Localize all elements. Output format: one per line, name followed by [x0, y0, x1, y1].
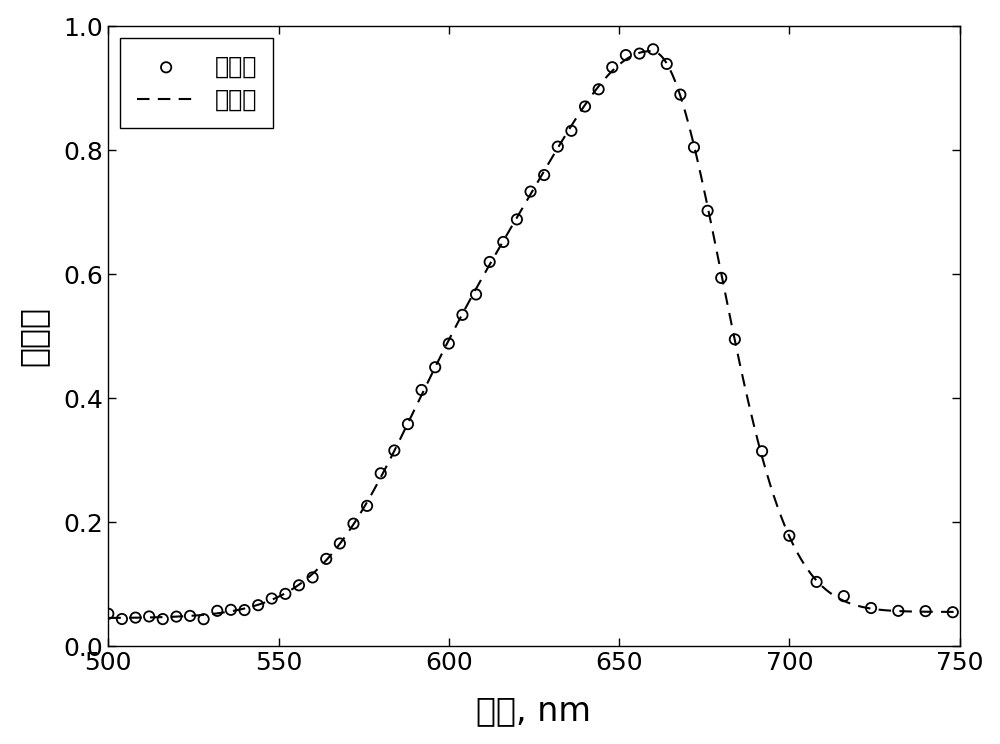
- 实测值: [645, 43, 661, 55]
- 实测值: [196, 613, 212, 625]
- 预测值: [644, 47, 656, 56]
- 预测值: [102, 614, 114, 623]
- 实测值: [141, 611, 157, 623]
- X-axis label: 波长, nm: 波长, nm: [476, 694, 591, 728]
- 实测值: [264, 592, 280, 604]
- 实测值: [373, 467, 389, 479]
- 预测值: [962, 607, 974, 616]
- 实测值: [509, 214, 525, 225]
- 实测值: [155, 613, 171, 625]
- 预测值: [147, 613, 159, 622]
- 实测值: [809, 576, 825, 588]
- 实测值: [727, 333, 743, 345]
- 实测值: [277, 588, 293, 600]
- 实测值: [918, 605, 934, 617]
- 实测值: [305, 571, 321, 583]
- 实测值: [223, 604, 239, 616]
- 实测值: [550, 141, 566, 153]
- 实测值: [414, 384, 430, 396]
- 实测值: [945, 606, 961, 618]
- 实测值: [672, 89, 688, 100]
- 实测值: [468, 289, 484, 301]
- 实测值: [781, 530, 797, 542]
- 实测值: [236, 604, 252, 616]
- 实测值: [400, 418, 416, 430]
- 实测值: [890, 605, 906, 617]
- Legend: 实测值, 预测值: 实测值, 预测值: [120, 38, 273, 129]
- 预测值: [509, 216, 521, 225]
- 预测值: [800, 562, 812, 571]
- Line: 预测值: 预测值: [108, 51, 994, 618]
- 实测值: [836, 590, 852, 602]
- 实测值: [359, 500, 375, 512]
- 实测值: [686, 141, 702, 153]
- 实测值: [482, 256, 498, 268]
- 实测值: [604, 61, 620, 73]
- 实测值: [618, 49, 634, 61]
- 实测值: [863, 602, 879, 614]
- 实测值: [713, 272, 729, 284]
- 实测值: [114, 613, 130, 625]
- 实测值: [345, 518, 361, 530]
- 预测值: [988, 607, 1000, 616]
- 实测值: [168, 611, 184, 623]
- 预测值: [533, 176, 545, 185]
- 实测值: [659, 58, 675, 70]
- 实测值: [332, 537, 348, 549]
- 实测值: [591, 83, 607, 95]
- 预测值: [962, 607, 974, 616]
- 实测值: [209, 605, 225, 617]
- 实测值: [128, 612, 144, 623]
- 实测值: [441, 338, 457, 350]
- 实测值: [700, 205, 716, 217]
- 实测值: [754, 445, 770, 457]
- 实测值: [523, 185, 539, 197]
- 实测值: [291, 580, 307, 591]
- 实测值: [427, 362, 443, 373]
- 实测值: [100, 608, 116, 620]
- 实测值: [577, 100, 593, 112]
- Y-axis label: 吸光度: 吸光度: [17, 306, 50, 366]
- 实测值: [318, 553, 334, 565]
- 实测值: [536, 169, 552, 181]
- 实测值: [495, 236, 511, 248]
- 实测值: [454, 309, 470, 321]
- 实测值: [386, 444, 402, 456]
- 实测值: [631, 48, 647, 60]
- 实测值: [563, 125, 579, 137]
- 实测值: [182, 610, 198, 622]
- 实测值: [250, 599, 266, 611]
